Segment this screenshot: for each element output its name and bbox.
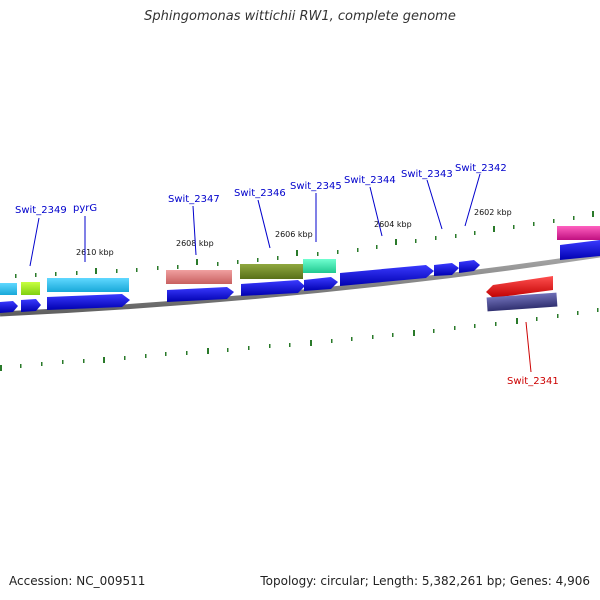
cog-feature[interactable] — [240, 264, 303, 279]
outer-ruler — [15, 211, 594, 278]
cds-arrow-reverse[interactable] — [486, 276, 553, 298]
cds-arrow[interactable] — [241, 280, 305, 296]
tick-label: 2610 kbp — [76, 248, 114, 257]
cds-arrow[interactable] — [21, 299, 41, 312]
accession-text: Accession: NC_009511 — [9, 574, 146, 588]
cog-feature[interactable] — [166, 270, 232, 284]
tick-label: 2602 kbp — [474, 208, 512, 217]
genome-backbone — [0, 252, 600, 317]
tick-label: 2604 kbp — [374, 220, 412, 229]
gene-label[interactable]: Swit_2342 — [455, 163, 507, 174]
gene-label[interactable]: Swit_2347 — [168, 194, 220, 205]
gene-label[interactable]: Swit_2344 — [344, 175, 396, 186]
cog-feature[interactable] — [486, 292, 558, 312]
cds-arrow[interactable] — [0, 301, 18, 313]
map-title: Sphingomonas wittichii RW1, complete gen… — [144, 9, 456, 24]
genome-info-text: Topology: circular; Length: 5,382,261 bp… — [260, 574, 590, 588]
cog-feature[interactable] — [0, 283, 17, 295]
label-leaders — [29, 173, 532, 373]
gene-label[interactable]: Swit_2345 — [290, 181, 342, 192]
cog-features — [0, 226, 600, 295]
gene-label[interactable]: Swit_2346 — [234, 188, 286, 199]
tick-label: 2606 kbp — [275, 230, 313, 239]
cds-arrow[interactable] — [434, 263, 459, 276]
gene-label[interactable]: Swit_2343 — [401, 169, 453, 180]
gene-label[interactable]: pyrG — [73, 203, 97, 214]
cds-arrow[interactable] — [560, 240, 600, 260]
cog-feature[interactable] — [21, 282, 40, 295]
cog-feature[interactable] — [303, 259, 336, 273]
cog-feature[interactable] — [557, 226, 600, 240]
reverse-features — [486, 276, 558, 312]
gene-label[interactable]: Swit_2349 — [15, 205, 67, 216]
cog-feature[interactable] — [47, 278, 129, 292]
cds-arrow[interactable] — [167, 287, 234, 302]
cds-arrow[interactable] — [304, 277, 338, 291]
cds-arrow[interactable] — [47, 294, 130, 310]
forward-cds — [0, 240, 600, 313]
inner-ruler — [0, 308, 599, 371]
gene-label[interactable]: Swit_2341 — [507, 376, 559, 387]
cds-arrow[interactable] — [340, 265, 434, 286]
cds-arrow[interactable] — [459, 260, 480, 273]
